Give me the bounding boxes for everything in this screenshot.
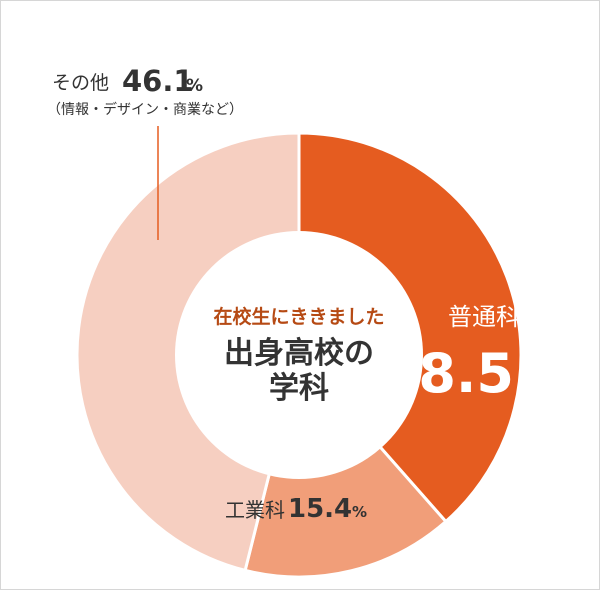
donut-hole xyxy=(175,231,423,479)
slice-note-sonota: （情報・デザイン・商業など） xyxy=(47,101,243,118)
slice-label-futsuka: 普通科 xyxy=(448,303,520,331)
slice-value-kogyoka: 15.4 xyxy=(288,494,352,524)
slice-label-sonota: その他 xyxy=(52,72,109,94)
center-subtitle: 在校生にききました xyxy=(213,305,384,328)
slice-unit-kogyoka: % xyxy=(352,503,367,521)
slice-unit-sonota: % xyxy=(186,76,203,96)
slice-value-futsuka: 38.5 xyxy=(381,342,514,405)
slice-value-sonota: 46.1 xyxy=(122,64,194,98)
center-title-line1: 出身高校の xyxy=(224,336,374,371)
slice-unit-futsuka: % xyxy=(518,373,540,398)
center-title-line2: 学科 xyxy=(269,371,329,406)
slice-label-kogyoka: 工業科 xyxy=(225,498,285,522)
